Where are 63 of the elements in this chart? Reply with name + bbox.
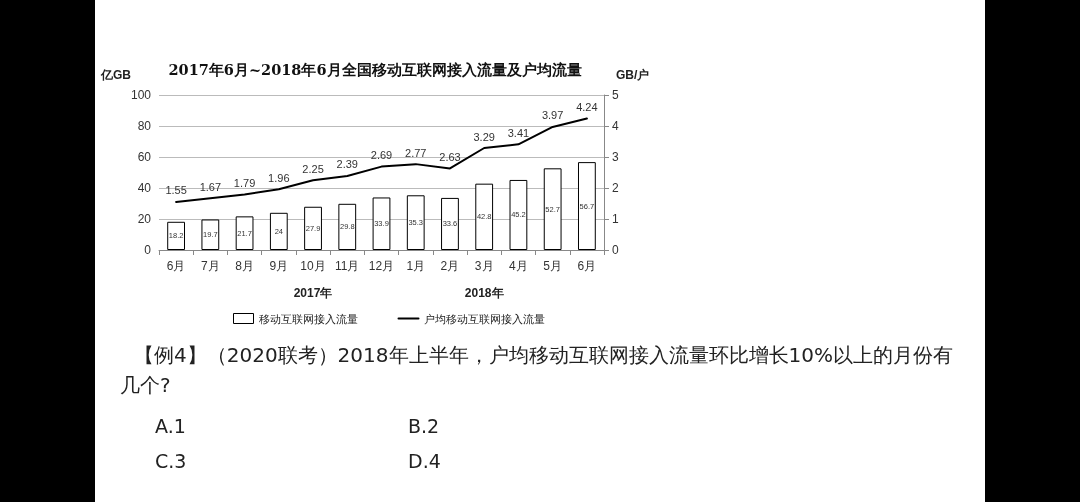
data-label: 2.69 [370, 149, 393, 162]
y-tick-label: 0 [144, 243, 152, 257]
text: 【例4】（2020联考）2018年上半年，户均移动互联网接入流量环比增长10%以上的月份有几个? [120, 342, 954, 399]
text: A.1 [155, 414, 186, 438]
x-tick-label: 12月 [368, 259, 395, 273]
bar [372, 197, 391, 250]
y2-axis-title: GB/户 [616, 68, 650, 82]
data-label: 3.41 [507, 126, 530, 139]
y2-tick-label: 2 [612, 181, 619, 195]
bar [304, 206, 322, 250]
bar [406, 195, 425, 250]
y2-tick-label: 0 [612, 243, 619, 257]
y2-tick-label: 3 [612, 150, 619, 164]
x-tick-label: 4月 [509, 259, 528, 273]
y-tick-label: 40 [137, 181, 152, 195]
x-tick-label: 1月 [406, 259, 426, 273]
x-tick-label: 6月 [166, 259, 186, 273]
y-tick-label: 20 [137, 212, 152, 226]
text: C.3 [155, 449, 187, 473]
data-label: 2.63 [439, 150, 461, 163]
y2-tick-label: 1 [612, 212, 619, 226]
x-tick-label: 9月 [269, 259, 289, 273]
x-tick-label: 5月 [543, 259, 562, 273]
data-label: 2.39 [336, 158, 358, 171]
legend-label: 移动互联网接入流量 [258, 312, 358, 325]
bar [441, 197, 459, 250]
x-tick-label: 10月 [300, 259, 326, 273]
text: 2018年 [464, 286, 504, 300]
data-label: 4.24 [576, 101, 598, 114]
text: B.2 [408, 414, 440, 438]
data-label: 1.55 [165, 184, 187, 197]
y-tick-label: 60 [137, 150, 152, 164]
x-tick-label: 11月 [335, 259, 360, 273]
bar [543, 168, 562, 250]
legend-label: 户均移动互联网接入流量 [423, 312, 545, 325]
x-tick-label: 3月 [474, 259, 494, 273]
y-tick-label: 80 [137, 119, 152, 133]
data-label: 2.25 [302, 162, 324, 175]
y2-tick-label: 4 [612, 119, 619, 133]
data-label: 3.97 [541, 109, 564, 122]
x-tick-label: 7月 [201, 259, 220, 273]
bar [475, 183, 494, 250]
x-tick-label: 6月 [577, 259, 597, 273]
x-tick-label: 8月 [235, 259, 254, 273]
y-tick-label: 100 [130, 88, 152, 102]
bar [269, 212, 288, 250]
data-label: 1.96 [268, 171, 290, 184]
bar [167, 221, 186, 250]
y2-tick-label: 5 [612, 88, 619, 102]
bar [509, 179, 528, 250]
y-axis-title: 亿GB [100, 68, 132, 82]
data-label: 1.79 [233, 177, 256, 190]
bar [201, 219, 220, 250]
data-label: 1.67 [199, 180, 222, 193]
bar [338, 203, 357, 250]
chart-title: 2017年6月~2018年6月全国移动互联网接入流量及户均流量 [168, 61, 582, 78]
bar [235, 216, 254, 250]
data-label: 3.29 [473, 130, 495, 143]
bar [577, 162, 596, 250]
x-tick-label: 2月 [440, 259, 460, 273]
data-label: 2.77 [405, 146, 427, 159]
text: 2017年 [293, 286, 333, 300]
text: D.4 [408, 449, 441, 473]
